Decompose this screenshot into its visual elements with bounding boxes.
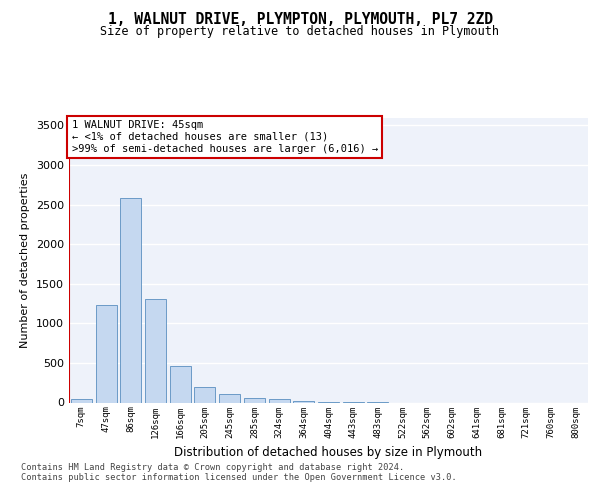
Bar [170,366,191,403]
Text: 1 WALNUT DRIVE: 45sqm
← <1% of detached houses are smaller (13)
>99% of semi-det: 1 WALNUT DRIVE: 45sqm ← <1% of detached … [71,120,378,154]
X-axis label: Distribution of detached houses by size in Plymouth: Distribution of detached houses by size … [175,446,482,459]
Bar [293,400,314,402]
Bar [194,388,215,402]
Bar [120,198,141,402]
Bar [244,398,265,402]
Text: 1, WALNUT DRIVE, PLYMPTON, PLYMOUTH, PL7 2ZD: 1, WALNUT DRIVE, PLYMPTON, PLYMOUTH, PL7… [107,12,493,28]
Text: Size of property relative to detached houses in Plymouth: Size of property relative to detached ho… [101,25,499,38]
Text: Contains public sector information licensed under the Open Government Licence v3: Contains public sector information licen… [21,472,457,482]
Text: Contains HM Land Registry data © Crown copyright and database right 2024.: Contains HM Land Registry data © Crown c… [21,462,404,471]
Y-axis label: Number of detached properties: Number of detached properties [20,172,31,348]
Bar [71,398,92,402]
Bar [95,305,116,402]
Bar [269,400,290,402]
Bar [219,394,240,402]
Bar [145,299,166,403]
